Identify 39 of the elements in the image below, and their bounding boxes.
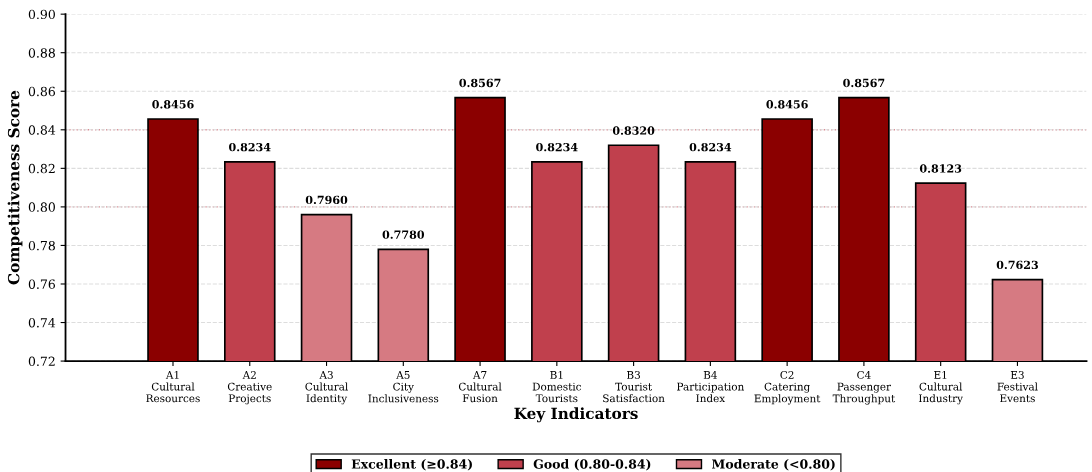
text: 0.82 bbox=[28, 163, 55, 174]
x-tick-label: E1 Cultural Industry bbox=[918, 370, 963, 405]
text: 0.84 bbox=[28, 125, 56, 135]
text: 0.74 bbox=[28, 318, 56, 328]
data-label: 0.8567 bbox=[459, 78, 501, 88]
x-tick-label: A1 Cultural Resources bbox=[146, 370, 200, 403]
x-tick-label: C4 Passenger Throughput bbox=[832, 370, 896, 405]
y-axis-title: Competitiveness Score bbox=[7, 90, 23, 285]
text: 0.76 bbox=[28, 279, 56, 289]
data-label: 0.8567 bbox=[843, 78, 885, 88]
x-tick-label: A2 Creative Projects bbox=[227, 370, 272, 405]
x-axis-title: Key Indicators bbox=[514, 407, 638, 423]
text: 0.80 bbox=[28, 202, 55, 212]
data-label: 0.7623 bbox=[996, 260, 1038, 270]
x-tick-label: E3 Festival Events bbox=[997, 370, 1038, 403]
x-tick-label: B3 Tourist Satisfaction bbox=[603, 370, 665, 403]
data-label: 0.8123 bbox=[919, 164, 962, 173]
text: 0.72 bbox=[28, 356, 55, 367]
x-tick-label: A3 Cultural Identity bbox=[305, 370, 348, 405]
x-tick-label: A5 City Inclusiveness bbox=[368, 371, 439, 403]
data-label: 0.8456 bbox=[152, 100, 194, 109]
x-tick-label: B4 Participation Index bbox=[677, 370, 744, 403]
data-label: 0.8234 bbox=[689, 142, 732, 152]
data-label: 0.8456 bbox=[766, 100, 808, 109]
x-tick-label: B1 Domestic Tourists bbox=[532, 370, 582, 403]
data-label: 0.7960 bbox=[305, 195, 348, 205]
x-tick-label: C2 Catering Employment bbox=[754, 370, 821, 405]
x-tick-label: A7 Cultural Fusion bbox=[458, 371, 502, 403]
text: 0.90 bbox=[28, 9, 55, 20]
legend-label: Moderate (<0.80) bbox=[712, 459, 835, 471]
data-label: 0.8234 bbox=[536, 142, 578, 152]
data-label: 0.8320 bbox=[612, 126, 655, 135]
text: 0.78 bbox=[28, 240, 55, 251]
legend-label: Good (0.80-0.84) bbox=[533, 459, 651, 471]
data-label: 0.7780 bbox=[382, 230, 425, 239]
text: 0.86 bbox=[28, 86, 56, 97]
text: 0.88 bbox=[28, 48, 55, 58]
data-label: 0.8234 bbox=[229, 142, 271, 152]
legend-label: Excellent (≥0.84) bbox=[351, 459, 472, 471]
